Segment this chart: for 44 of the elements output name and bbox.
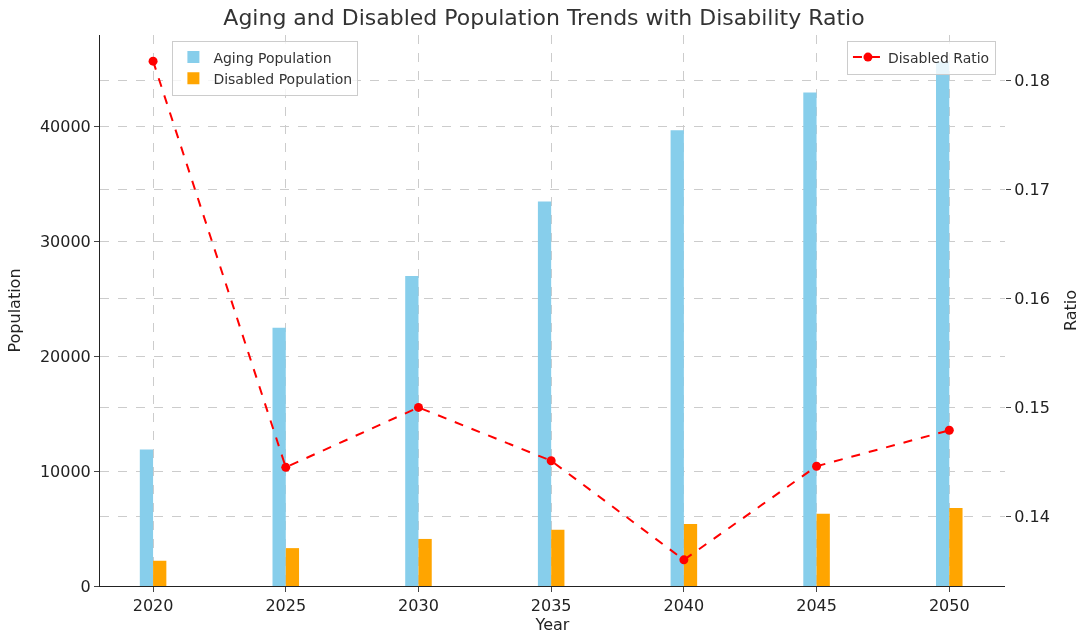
x-tick-label: 2030 [398,596,439,616]
x-tick-label: 2045 [796,596,837,616]
chart-title: Aging and Disabled Population Trends with Disability Ratio [223,5,865,31]
bar [670,130,684,586]
point [281,462,291,472]
y2-tick-label: 0.14 [1014,506,1050,526]
x-tick-label: 2050 [928,596,970,616]
legend-label: Disabled Population [213,70,353,87]
point [546,456,556,466]
bar [803,92,817,586]
point [679,555,689,565]
bar [683,524,698,586]
x-tick-label: 2020 [132,596,174,616]
y-tick-label: 0 [80,576,91,596]
x-tick-label: 2035 [530,596,572,616]
point [413,402,423,412]
x-axis-title: Year [534,615,570,635]
y-tick-label: 40000 [39,117,91,137]
bar [816,513,830,586]
bar [418,538,432,586]
x-tick-label: 2040 [663,596,705,616]
y-tick-label: 20000 [39,347,91,367]
bar [139,449,154,586]
point [148,56,158,66]
bar [949,507,963,586]
bar [272,327,286,586]
y2-tick-label: 0.16 [1014,289,1050,309]
y2-axis-title: Ratio [1060,289,1080,332]
bar [285,548,300,586]
point [812,461,822,471]
point [944,425,954,435]
bar [537,201,552,586]
y2-tick-label: 0.15 [1014,398,1050,418]
legend-label: Disabled Ratio [887,49,990,66]
legend-label: Aging Population [213,49,332,66]
bar [153,560,167,586]
y-axis-title: Population [4,268,24,353]
y-tick-label: 30000 [39,232,91,252]
bar [405,276,419,586]
y2-tick-label: 0.18 [1014,71,1050,91]
bar [551,529,565,586]
x-tick-label: 2025 [265,596,307,616]
y-tick-label: 10000 [39,461,91,481]
y2-tick-label: 0.17 [1014,180,1050,200]
